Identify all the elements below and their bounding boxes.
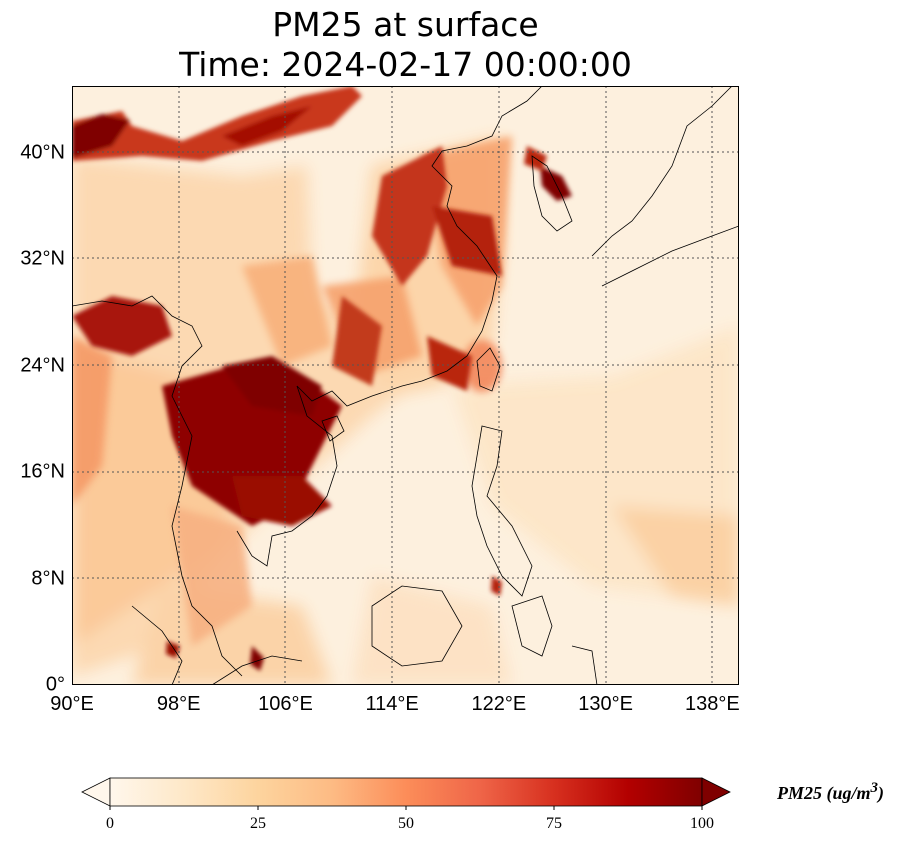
latitude-tick-label: 32°N bbox=[20, 247, 65, 270]
latitude-tick-label: 40°N bbox=[20, 141, 65, 164]
colorbar-min-extension bbox=[81, 777, 111, 807]
colorbar-max-extension bbox=[701, 777, 731, 807]
longitude-tick-label: 114°E bbox=[365, 693, 419, 715]
colorbar-tick-label: 50 bbox=[398, 815, 414, 832]
coastlines bbox=[72, 86, 739, 685]
latitude-tick-label: 0° bbox=[45, 673, 65, 696]
plot-title-line-2: Time: 2024-02-17 00:00:00 bbox=[179, 45, 632, 84]
colorbar-tick-label: 75 bbox=[546, 815, 562, 832]
longitude-tick-label: 138°E bbox=[684, 693, 740, 715]
colorbar-label: PM25 (ug/m3) bbox=[777, 780, 885, 803]
longitude-tick-label: 90°E bbox=[50, 693, 94, 715]
longitude-tick-label: 106°E bbox=[258, 693, 313, 715]
pm25-map bbox=[72, 86, 739, 685]
colorbar-tick-label: 100 bbox=[690, 815, 714, 832]
latitude-tick-label: 8°N bbox=[31, 567, 65, 589]
colorbar-tick-label: 25 bbox=[250, 815, 266, 832]
latitude-tick-label: 16°N bbox=[20, 460, 65, 483]
latitude-tick-label: 24°N bbox=[20, 354, 65, 377]
longitude-tick-label: 98°E bbox=[156, 693, 201, 715]
colorbar-gradient bbox=[109, 777, 703, 807]
longitude-tick-label: 122°E bbox=[471, 693, 527, 715]
pm25-concentration-map bbox=[72, 86, 739, 685]
longitude-tick-label: 130°E bbox=[578, 693, 633, 715]
plot-title-line-1: PM25 at surface bbox=[272, 5, 539, 44]
colorbar-tick-label: 0 bbox=[106, 815, 114, 832]
